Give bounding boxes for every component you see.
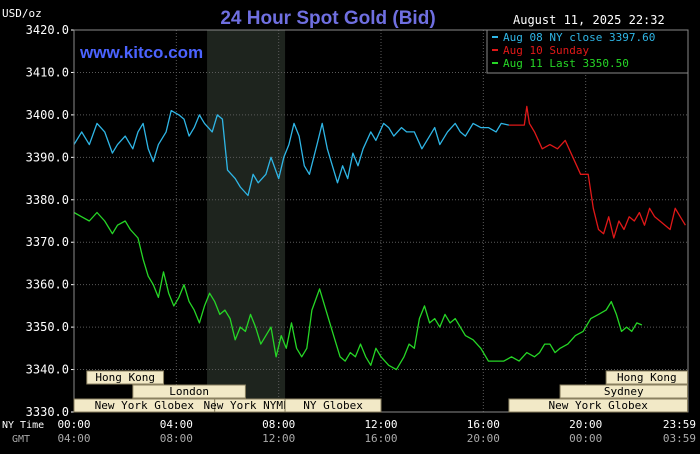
chart-title: 24 Hour Spot Gold (Bid) — [220, 8, 435, 29]
gmt-label: GMT — [12, 434, 30, 445]
session-bar — [132, 384, 246, 399]
x-tick-gmt: 04:00 — [57, 432, 90, 445]
x-tick-ny: 12:00 — [364, 418, 397, 431]
x-tick-gmt: 20:00 — [467, 432, 500, 445]
session-label: New York NYMEX — [204, 399, 297, 412]
y-tick-label: 3410.0 — [26, 65, 69, 79]
highlight-band — [207, 30, 286, 412]
session-bar — [559, 384, 688, 399]
session-label: Hong Kong — [95, 371, 155, 384]
timestamp: August 11, 2025 22:32 — [513, 13, 665, 27]
x-tick-ny: 23:59 — [663, 418, 696, 431]
y-tick-label: 3370.0 — [26, 235, 69, 249]
watermark: www.kitco.com — [79, 43, 203, 62]
ny-time-label: NY Time — [2, 420, 44, 431]
x-tick-ny: 08:00 — [262, 418, 295, 431]
x-tick-gmt: 03:59 — [663, 432, 696, 445]
series-line — [508, 105, 686, 239]
session-label: Sydney — [604, 385, 644, 398]
x-tick-gmt: 08:00 — [160, 432, 193, 445]
series-lines — [73, 105, 686, 371]
x-tick-gmt: 16:00 — [364, 432, 397, 445]
x-tick-gmt: 00:00 — [569, 432, 602, 445]
y-tick-label: 3400.0 — [26, 108, 69, 122]
x-tick-ny: 16:00 — [467, 418, 500, 431]
y-tick-label: 3340.0 — [26, 363, 69, 377]
y-tick-label: 3390.0 — [26, 150, 69, 164]
units-label: USD/oz — [2, 7, 42, 20]
y-axis: 3330.0 3340.0 3350.0 3360.0 3370.0 3380.0 3390… — [26, 23, 74, 419]
x-tick-ny: 04:00 — [160, 418, 193, 431]
session-label: NY Globex — [303, 399, 363, 412]
session-bar — [86, 370, 165, 385]
y-tick-label: 3360.0 — [26, 278, 69, 292]
y-tick-label: 3330.0 — [26, 405, 69, 419]
session-bar — [284, 398, 382, 413]
legend-entry: Aug 10 Sunday — [503, 44, 589, 57]
x-axis: NY Time GMT 00:0004:0004:0008:0008:0012:… — [2, 418, 696, 445]
session-bar — [508, 398, 688, 413]
series-line — [73, 109, 510, 197]
highlight-band-rect — [207, 30, 286, 412]
y-tick-label: 3380.0 — [26, 193, 69, 207]
session-label: New York Globex — [95, 399, 195, 412]
session-label: Hong Kong — [617, 371, 677, 384]
series-line — [73, 211, 643, 371]
y-tick-label: 3350.0 — [26, 320, 69, 334]
y-tick-label: 3420.0 — [26, 23, 69, 37]
legend-entry: Aug 08 NY close 3397.60 — [503, 31, 655, 44]
session-bar — [605, 370, 688, 385]
session-label: New York Globex — [549, 399, 649, 412]
legend-box — [486, 29, 689, 74]
x-tick-ny: 00:00 — [57, 418, 90, 431]
x-tick-ny: 20:00 — [569, 418, 602, 431]
x-tick-gmt: 12:00 — [262, 432, 295, 445]
session-label: London — [169, 385, 209, 398]
legend-entry: Aug 11 Last 3350.50 — [503, 57, 629, 70]
